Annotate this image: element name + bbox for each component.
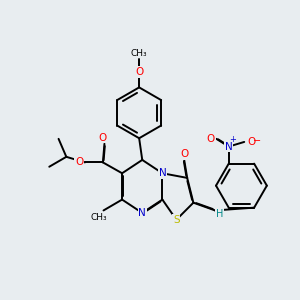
Text: S: S (173, 215, 180, 225)
Text: −: − (253, 136, 261, 146)
Text: N: N (138, 208, 146, 218)
Text: O: O (247, 137, 255, 147)
Text: H: H (216, 209, 224, 219)
Text: CH₃: CH₃ (131, 49, 148, 58)
Text: O: O (207, 134, 215, 144)
Text: O: O (135, 67, 143, 77)
Text: O: O (75, 158, 83, 167)
Text: O: O (180, 149, 188, 159)
Text: N: N (158, 168, 166, 178)
Text: CH₃: CH₃ (91, 213, 107, 222)
Text: O: O (99, 133, 107, 142)
Text: +: + (229, 135, 236, 144)
Text: N: N (225, 142, 232, 152)
